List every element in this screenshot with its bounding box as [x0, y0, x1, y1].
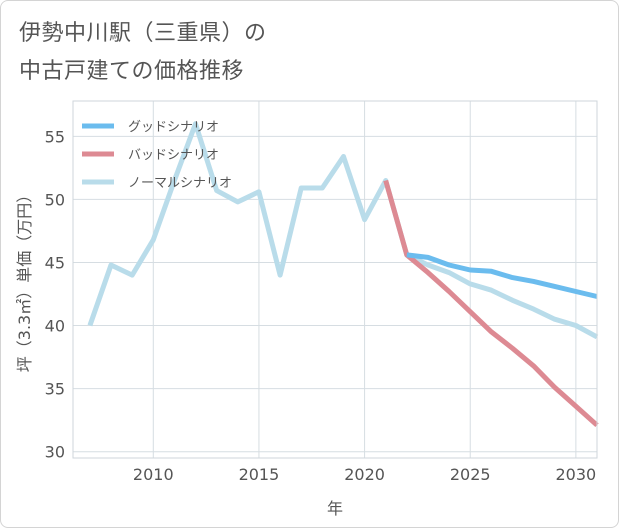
- x-tick-label-2015: 2015: [239, 465, 280, 484]
- y-tick-label-30: 30: [45, 443, 65, 462]
- y-axis-title: 坪（3.3㎡）単価（万円）: [15, 187, 34, 372]
- legend-label-2: ノーマルシナリオ: [128, 176, 232, 191]
- chart-title-line-2: 中古戸建ての価格推移: [19, 59, 245, 84]
- y-tick-label-45: 45: [45, 253, 65, 272]
- x-tick-label-2010: 2010: [133, 465, 174, 484]
- y-tick-label-50: 50: [45, 190, 65, 209]
- tick-labels: 2010 2015 2020 2025 2030 30 35 40 45 50 55: [45, 127, 597, 484]
- chart-title-line-1: 伊勢中川駅（三重県）の: [19, 21, 267, 46]
- legend-label-1: バッドシナリオ: [128, 148, 219, 163]
- y-tick-label-40: 40: [45, 317, 65, 336]
- series-line-0: [406, 252, 598, 299]
- x-axis-title: 年: [327, 499, 343, 518]
- y-tick-label-55: 55: [45, 127, 65, 146]
- x-tick-label-2030: 2030: [556, 465, 597, 484]
- legend-label-0: グッドシナリオ: [128, 120, 219, 135]
- plot-border: [72, 100, 598, 459]
- series-line-2: [87, 121, 599, 340]
- series-layer: [87, 121, 599, 428]
- grid: [73, 101, 597, 458]
- series-line-1: [383, 179, 599, 428]
- x-tick-label-2025: 2025: [450, 465, 491, 484]
- y-tick-label-35: 35: [45, 380, 65, 399]
- chart-title: 伊勢中川駅（三重県）の 中古戸建ての価格推移: [19, 15, 267, 91]
- x-tick-label-2020: 2020: [344, 465, 385, 484]
- plot-frame: [72, 100, 598, 459]
